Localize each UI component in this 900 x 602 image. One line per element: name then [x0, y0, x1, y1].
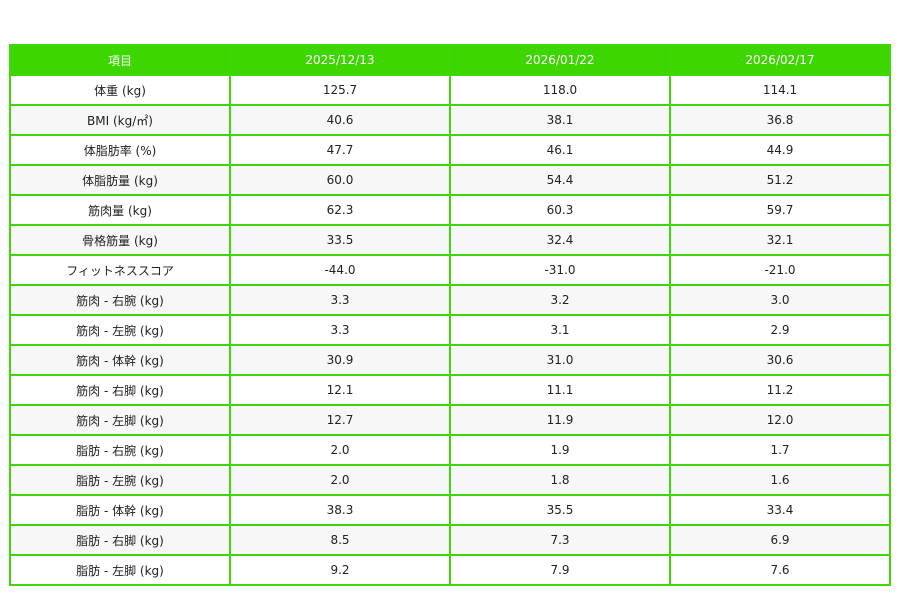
table-row: BMI (kg/㎡) 40.6 38.1 36.8 — [9, 104, 891, 136]
row-label: 筋肉 - 右脚 (kg) — [9, 374, 231, 406]
header-item: 項目 — [9, 44, 231, 76]
cell-value: 7.3 — [449, 524, 671, 556]
cell-value: 60.0 — [229, 164, 451, 196]
row-label: 筋肉 - 体幹 (kg) — [9, 344, 231, 376]
table-row: 筋肉 - 体幹 (kg) 30.9 31.0 30.6 — [9, 344, 891, 376]
cell-value: 114.1 — [669, 74, 891, 106]
cell-value: 59.7 — [669, 194, 891, 226]
table-row: 脂肪 - 右脚 (kg) 8.5 7.3 6.9 — [9, 524, 891, 556]
table-row: 骨格筋量 (kg) 33.5 32.4 32.1 — [9, 224, 891, 256]
row-label: 体脂肪率 (%) — [9, 134, 231, 166]
cell-value: -44.0 — [229, 254, 451, 286]
cell-value: 46.1 — [449, 134, 671, 166]
table-row: 脂肪 - 右腕 (kg) 2.0 1.9 1.7 — [9, 434, 891, 466]
table-row: 筋肉量 (kg) 62.3 60.3 59.7 — [9, 194, 891, 226]
header-row: 項目 2025/12/13 2026/01/22 2026/02/17 — [9, 44, 891, 76]
cell-value: 3.0 — [669, 284, 891, 316]
cell-value: 11.9 — [449, 404, 671, 436]
row-label: 筋肉 - 左脚 (kg) — [9, 404, 231, 436]
table-row: 筋肉 - 左脚 (kg) 12.7 11.9 12.0 — [9, 404, 891, 436]
cell-value: 1.9 — [449, 434, 671, 466]
row-label: 脂肪 - 体幹 (kg) — [9, 494, 231, 526]
cell-value: 1.8 — [449, 464, 671, 496]
cell-value: 2.0 — [229, 434, 451, 466]
row-label: 骨格筋量 (kg) — [9, 224, 231, 256]
row-label: 脂肪 - 右脚 (kg) — [9, 524, 231, 556]
cell-value: 31.0 — [449, 344, 671, 376]
table-row: 脂肪 - 体幹 (kg) 38.3 35.5 33.4 — [9, 494, 891, 526]
body-composition-table: 項目 2025/12/13 2026/01/22 2026/02/17 体重 (kg)… — [9, 44, 891, 586]
table-row: 脂肪 - 左腕 (kg) 2.0 1.8 1.6 — [9, 464, 891, 496]
cell-value: 3.2 — [449, 284, 671, 316]
table-row: 筋肉 - 左腕 (kg) 3.3 3.1 2.9 — [9, 314, 891, 346]
cell-value: 125.7 — [229, 74, 451, 106]
table-row: 体脂肪量 (kg) 60.0 54.4 51.2 — [9, 164, 891, 196]
cell-value: 11.1 — [449, 374, 671, 406]
cell-value: 1.7 — [669, 434, 891, 466]
table-row: 体脂肪率 (%) 47.7 46.1 44.9 — [9, 134, 891, 166]
cell-value: 3.1 — [449, 314, 671, 346]
row-label: フィットネススコア — [9, 254, 231, 286]
cell-value: 3.3 — [229, 284, 451, 316]
cell-value: 2.9 — [669, 314, 891, 346]
cell-value: 7.9 — [449, 554, 671, 586]
header-date: 2025/12/13 — [229, 44, 451, 76]
cell-value: 33.5 — [229, 224, 451, 256]
cell-value: 8.5 — [229, 524, 451, 556]
row-label: 筋肉量 (kg) — [9, 194, 231, 226]
cell-value: 6.9 — [669, 524, 891, 556]
row-label: 体脂肪量 (kg) — [9, 164, 231, 196]
cell-value: 33.4 — [669, 494, 891, 526]
cell-value: 11.2 — [669, 374, 891, 406]
cell-value: 38.3 — [229, 494, 451, 526]
cell-value: 44.9 — [669, 134, 891, 166]
cell-value: 38.1 — [449, 104, 671, 136]
table-row: 体重 (kg) 125.7 118.0 114.1 — [9, 74, 891, 106]
cell-value: 36.8 — [669, 104, 891, 136]
row-label: 脂肪 - 左腕 (kg) — [9, 464, 231, 496]
cell-value: 32.1 — [669, 224, 891, 256]
table-row: 筋肉 - 右脚 (kg) 12.1 11.1 11.2 — [9, 374, 891, 406]
row-label: BMI (kg/㎡) — [9, 104, 231, 136]
header-date: 2026/02/17 — [669, 44, 891, 76]
cell-value: 54.4 — [449, 164, 671, 196]
cell-value: 3.3 — [229, 314, 451, 346]
cell-value: 62.3 — [229, 194, 451, 226]
row-label: 筋肉 - 左腕 (kg) — [9, 314, 231, 346]
cell-value: 30.9 — [229, 344, 451, 376]
cell-value: 60.3 — [449, 194, 671, 226]
row-label: 脂肪 - 右腕 (kg) — [9, 434, 231, 466]
row-label: 脂肪 - 左脚 (kg) — [9, 554, 231, 586]
cell-value: 51.2 — [669, 164, 891, 196]
cell-value: -21.0 — [669, 254, 891, 286]
cell-value: 7.6 — [669, 554, 891, 586]
row-label: 筋肉 - 右腕 (kg) — [9, 284, 231, 316]
cell-value: 47.7 — [229, 134, 451, 166]
cell-value: -31.0 — [449, 254, 671, 286]
table-row: 脂肪 - 左脚 (kg) 9.2 7.9 7.6 — [9, 554, 891, 586]
cell-value: 9.2 — [229, 554, 451, 586]
cell-value: 35.5 — [449, 494, 671, 526]
cell-value: 2.0 — [229, 464, 451, 496]
cell-value: 32.4 — [449, 224, 671, 256]
table-row: 筋肉 - 右腕 (kg) 3.3 3.2 3.0 — [9, 284, 891, 316]
cell-value: 12.1 — [229, 374, 451, 406]
cell-value: 12.0 — [669, 404, 891, 436]
cell-value: 40.6 — [229, 104, 451, 136]
cell-value: 30.6 — [669, 344, 891, 376]
header-date: 2026/01/22 — [449, 44, 671, 76]
row-label: 体重 (kg) — [9, 74, 231, 106]
cell-value: 12.7 — [229, 404, 451, 436]
cell-value: 118.0 — [449, 74, 671, 106]
table-row: フィットネススコア -44.0 -31.0 -21.0 — [9, 254, 891, 286]
cell-value: 1.6 — [669, 464, 891, 496]
